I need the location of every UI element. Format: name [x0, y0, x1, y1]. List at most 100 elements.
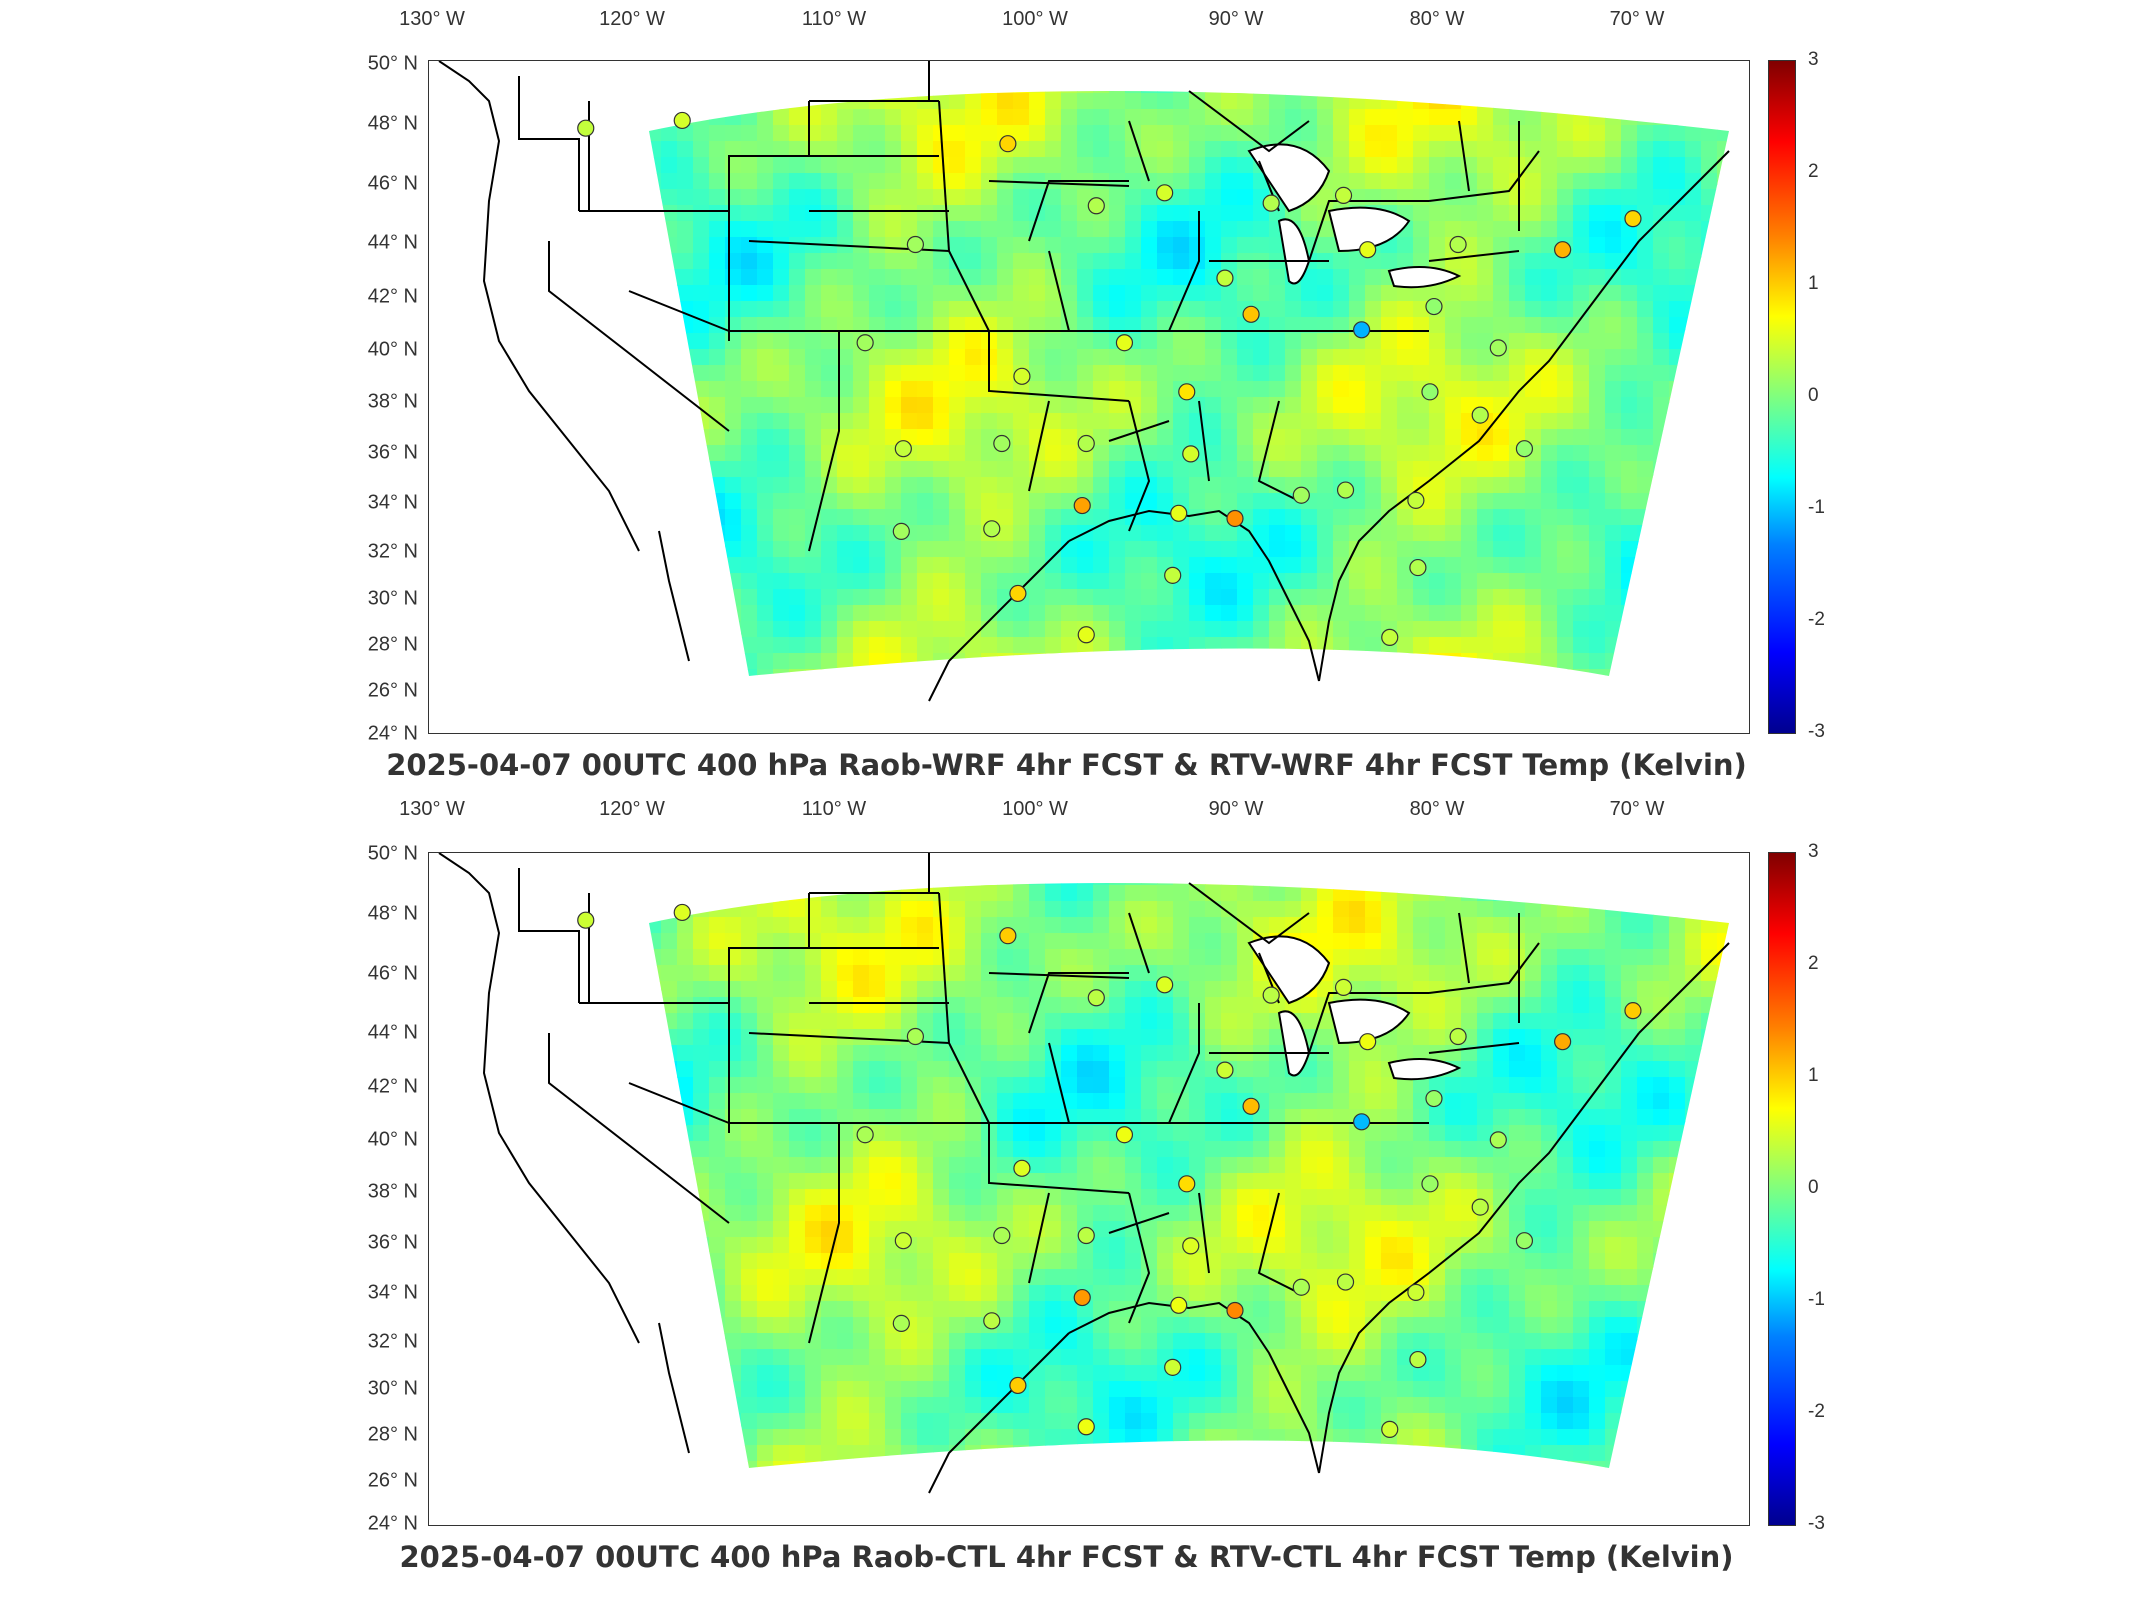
field-cell [1717, 557, 1729, 574]
field-cell [1253, 853, 1270, 870]
field-cell [1733, 933, 1749, 950]
field-cell [1077, 285, 1094, 302]
field-cell [853, 997, 870, 1014]
field-cell [1061, 669, 1078, 676]
field-cell [1381, 301, 1398, 318]
field-cell [1125, 349, 1142, 366]
field-cell [869, 429, 886, 446]
field-cell [933, 93, 950, 110]
field-cell [853, 509, 870, 526]
field-cell [1061, 205, 1078, 222]
field-cell [917, 701, 934, 718]
field-cell [693, 1221, 710, 1238]
field-cell [821, 717, 838, 733]
field-cell [1189, 981, 1206, 998]
field-cell [1125, 253, 1142, 270]
field-cell [661, 621, 678, 638]
field-cell [649, 605, 662, 622]
field-cell [1125, 717, 1142, 733]
field-cell [917, 981, 934, 998]
field-cell [997, 237, 1014, 254]
field-cell [1701, 397, 1718, 414]
field-cell [1637, 605, 1654, 622]
field-cell [981, 1045, 998, 1062]
field-cell [1493, 173, 1510, 190]
field-cell [789, 1029, 806, 1046]
field-cell [1477, 253, 1494, 270]
field-cell [1701, 853, 1718, 870]
field-cell [1637, 901, 1654, 918]
field-cell [757, 1013, 774, 1030]
field-cell [1653, 445, 1670, 462]
field-cell [837, 1285, 854, 1302]
field-cell [773, 93, 790, 110]
field-cell [1013, 221, 1030, 238]
field-cell [1589, 525, 1606, 542]
field-cell [1413, 1045, 1430, 1062]
field-cell [1029, 125, 1046, 142]
field-cell [1621, 1253, 1638, 1270]
field-cell [1157, 1141, 1174, 1158]
field-cell [1077, 1269, 1094, 1286]
field-cell [805, 685, 822, 702]
field-cell [997, 685, 1014, 702]
field-cell [1685, 445, 1702, 462]
field-cell [805, 1253, 822, 1270]
field-cell [1717, 605, 1729, 622]
field-cell [789, 1109, 806, 1126]
field-cell [1221, 883, 1238, 886]
field-cell [661, 1221, 678, 1238]
field-cell [821, 349, 838, 366]
field-cell [1445, 605, 1462, 622]
field-cell [1397, 253, 1414, 270]
field-cell [821, 1077, 838, 1094]
field-cell [693, 589, 710, 606]
field-cell [853, 141, 870, 158]
field-cell [1621, 189, 1638, 206]
field-cell [757, 1173, 774, 1190]
field-cell [1509, 61, 1526, 78]
field-cell [1061, 61, 1078, 78]
field-cell [789, 621, 806, 638]
field-cell [1029, 493, 1046, 510]
field-cell [649, 381, 662, 398]
raob-station-marker [1359, 241, 1377, 259]
field-cell [773, 541, 790, 558]
field-cell [1445, 173, 1462, 190]
field-cell [837, 397, 854, 414]
field-cell [1045, 917, 1062, 934]
field-cell [725, 885, 742, 902]
field-cell [1173, 621, 1190, 638]
field-cell [965, 477, 982, 494]
field-cell [1125, 981, 1142, 998]
field-cell [789, 885, 806, 902]
field-cell [709, 1221, 726, 1238]
field-cell [805, 605, 822, 622]
field-cell [1573, 701, 1590, 718]
field-cell [1109, 253, 1126, 270]
field-cell [1717, 1125, 1729, 1142]
field-cell [805, 1093, 822, 1110]
field-cell [1157, 605, 1174, 622]
field-cell [821, 949, 838, 966]
field-cell [649, 1205, 662, 1222]
field-cell [949, 1061, 966, 1078]
field-cell [629, 605, 646, 622]
field-cell [1653, 1221, 1670, 1238]
field-cell [1061, 1061, 1078, 1078]
field-cell [1141, 1029, 1158, 1046]
field-cell [1141, 1141, 1158, 1158]
field-cell [805, 1205, 822, 1222]
field-cell [1349, 173, 1366, 190]
field-cell [629, 429, 646, 446]
field-cell [1525, 525, 1542, 542]
field-cell [789, 269, 806, 286]
field-cell [709, 221, 726, 238]
field-cell [1445, 917, 1462, 934]
field-cell [1397, 525, 1414, 542]
field-cell [1077, 1109, 1094, 1126]
field-cell [1093, 1237, 1110, 1254]
field-cell [1541, 557, 1558, 574]
field-cell [901, 317, 918, 334]
field-cell [725, 349, 742, 366]
